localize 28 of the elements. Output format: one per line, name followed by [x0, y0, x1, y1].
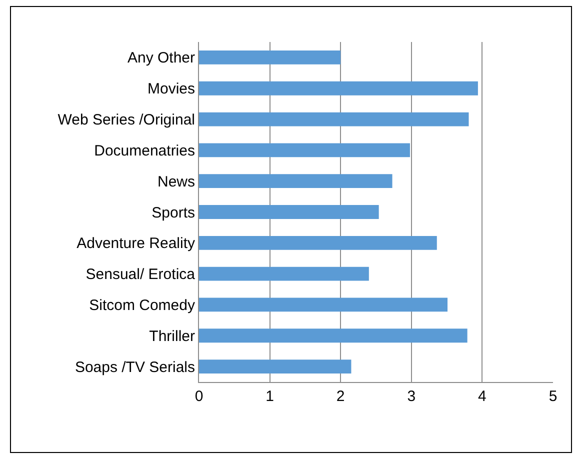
bar [199, 266, 369, 281]
bar [199, 50, 341, 64]
y-tick-label: Any Other [127, 50, 196, 67]
y-tick-label: Sitcom Comedy [89, 296, 196, 314]
x-tick-label: 0 [194, 388, 204, 405]
y-tick-label: Sensual/ Erotica [86, 266, 196, 284]
bar [199, 143, 410, 158]
x-tick-label: 3 [407, 388, 416, 405]
y-tick-label: Soaps /TV Serials [74, 358, 195, 376]
y-tick-label: Sports [152, 204, 195, 222]
y-tick-label: Adventure Reality [76, 235, 196, 252]
x-tick-label: 1 [266, 388, 274, 405]
y-tick-label: Thriller [149, 328, 195, 345]
x-tick-label: 5 [548, 388, 558, 405]
bar [199, 81, 478, 96]
x-tick-label: 4 [478, 388, 486, 405]
bar [199, 298, 448, 312]
y-tick-label: Web Series /Original [58, 112, 195, 129]
bar [199, 236, 437, 250]
y-tick-label: Documenatries [94, 142, 195, 160]
bar [199, 174, 392, 188]
bar [199, 112, 469, 126]
bar [199, 205, 379, 219]
y-tick-label: News [157, 173, 195, 190]
x-tick-label: 2 [336, 388, 345, 405]
y-tick-label: Movies [147, 80, 195, 98]
bar [199, 360, 352, 374]
bar [199, 328, 468, 343]
